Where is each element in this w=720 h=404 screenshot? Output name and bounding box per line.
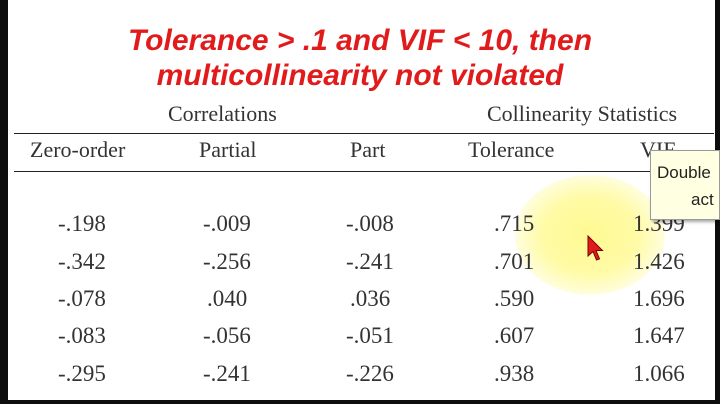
table-cell: -.241	[346, 249, 394, 274]
table-cell: .036	[350, 286, 391, 311]
table-cell: -.226	[346, 361, 394, 386]
table-cell: .590	[494, 286, 535, 311]
table-cell: 1.066	[633, 361, 685, 386]
table-cell: .938	[494, 361, 535, 386]
column-header-tolerance: Tolerance	[468, 137, 555, 162]
table-cell: -.256	[203, 249, 251, 274]
screen-border-bottom	[0, 400, 720, 404]
cursor-highlight-spot	[515, 175, 665, 295]
table-cell: -.241	[203, 361, 251, 386]
table-cell: -.056	[203, 323, 251, 348]
group-header-collinearity: Collinearity Statistics	[487, 101, 678, 126]
table-cell: -.295	[58, 361, 106, 386]
tooltip: Double act	[650, 150, 720, 220]
caption-line-2: multicollinearity not violated	[156, 59, 564, 92]
column-header-zero-order: Zero-order	[30, 137, 126, 162]
table-cell: -.009	[203, 211, 251, 236]
tooltip-text-line-1: Double	[657, 163, 711, 182]
caption-line-1: Tolerance > .1 and VIF < 10, then	[127, 24, 593, 57]
group-header-correlations: Correlations	[168, 101, 277, 126]
table-rule-top	[14, 133, 714, 134]
table-rule-header	[14, 171, 714, 172]
screen-border-left	[0, 0, 8, 404]
table-cell: .040	[207, 286, 248, 311]
table-cell: .715	[494, 211, 535, 236]
table-cell: 1.426	[633, 249, 685, 274]
column-header-part: Part	[350, 137, 386, 162]
table-cell: -.198	[58, 211, 106, 236]
table-cell: -.078	[58, 286, 106, 311]
table-cell: -.342	[58, 249, 106, 274]
table-cell: -.051	[346, 323, 394, 348]
column-header-partial: Partial	[199, 137, 257, 162]
arrow-cursor-icon	[587, 235, 604, 261]
table-cell: -.083	[58, 323, 106, 348]
table-cell: 1.696	[633, 286, 685, 311]
table-cell: 1.647	[633, 323, 685, 348]
tooltip-text-line-2: act	[691, 190, 714, 209]
table-cell: .701	[494, 249, 535, 274]
table-cell: -.008	[346, 211, 394, 236]
table-cell: .607	[494, 323, 535, 348]
